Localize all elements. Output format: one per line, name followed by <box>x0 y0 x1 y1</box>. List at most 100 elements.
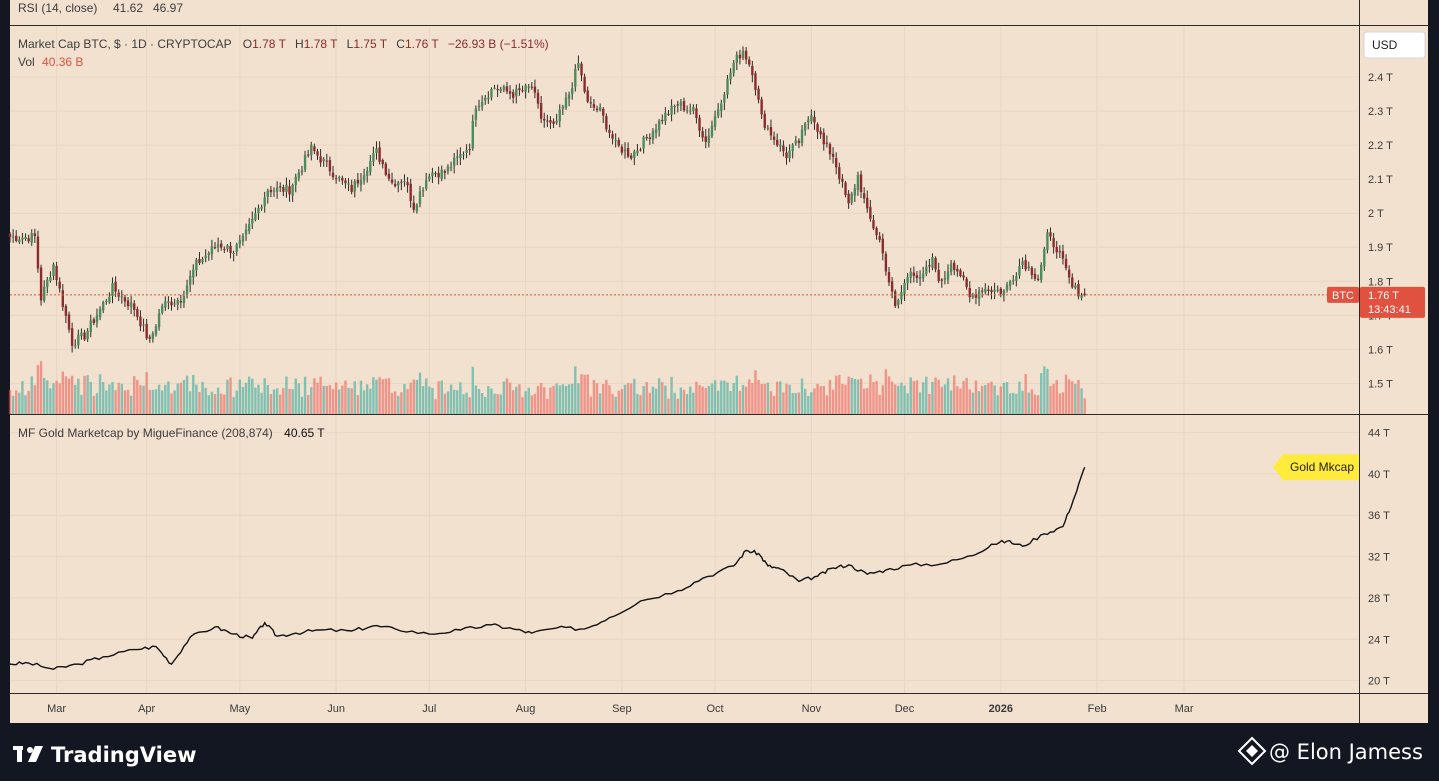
candle[interactable] <box>24 233 27 241</box>
currency-button-label[interactable]: USD <box>1372 38 1398 52</box>
candle[interactable] <box>263 191 266 213</box>
candle[interactable] <box>310 141 313 161</box>
candle[interactable] <box>813 110 816 130</box>
candle[interactable] <box>710 120 714 139</box>
candle[interactable] <box>30 229 33 246</box>
candle[interactable] <box>393 179 397 188</box>
candle[interactable] <box>452 152 456 174</box>
candle[interactable] <box>462 151 465 160</box>
gold-legend[interactable]: MF Gold Marketcap by MigueFinance (208,8… <box>18 426 325 440</box>
candle[interactable] <box>92 317 96 326</box>
candle[interactable] <box>415 203 419 214</box>
candle[interactable] <box>294 173 297 193</box>
candle[interactable] <box>210 239 214 260</box>
candle[interactable] <box>434 171 437 178</box>
candle[interactable] <box>257 204 260 220</box>
candle[interactable] <box>543 112 546 128</box>
candle[interactable] <box>825 135 829 148</box>
candle[interactable] <box>1024 254 1027 272</box>
candle[interactable] <box>881 233 884 261</box>
candle[interactable] <box>692 104 695 115</box>
candle[interactable] <box>1033 268 1037 281</box>
candle[interactable] <box>313 143 316 155</box>
candle[interactable] <box>18 236 21 244</box>
candle[interactable] <box>1055 240 1058 259</box>
candle[interactable] <box>580 61 583 82</box>
candle[interactable] <box>626 142 630 159</box>
candle[interactable] <box>235 242 238 256</box>
candle[interactable] <box>918 270 922 286</box>
candle[interactable] <box>1021 257 1024 270</box>
candle[interactable] <box>816 122 819 140</box>
candle[interactable] <box>723 91 726 111</box>
candle[interactable] <box>375 141 378 160</box>
candle[interactable] <box>937 262 940 283</box>
candle[interactable] <box>425 172 428 191</box>
candle[interactable] <box>27 234 30 244</box>
candle[interactable] <box>598 103 602 112</box>
candle[interactable] <box>878 231 881 243</box>
candle[interactable] <box>956 264 959 277</box>
candle[interactable] <box>1049 227 1052 241</box>
candle[interactable] <box>70 322 74 353</box>
candle[interactable] <box>729 68 732 85</box>
candle[interactable] <box>297 169 301 182</box>
candle[interactable] <box>915 270 919 284</box>
candle[interactable] <box>36 230 40 273</box>
candle[interactable] <box>11 229 15 243</box>
candle[interactable] <box>207 251 210 261</box>
candle[interactable] <box>490 87 493 101</box>
candle[interactable] <box>160 303 164 315</box>
candle[interactable] <box>378 141 381 165</box>
candle[interactable] <box>322 157 325 167</box>
candle[interactable] <box>698 114 701 137</box>
candle[interactable] <box>484 94 487 105</box>
candle[interactable] <box>735 51 739 71</box>
candle[interactable] <box>738 49 742 65</box>
time-axis[interactable]: Mar Apr May Jun Jul Aug Sep Oct Nov Dec 2026 Feb Mar <box>47 703 1194 715</box>
candle[interactable] <box>785 146 788 165</box>
candle[interactable] <box>754 71 757 96</box>
candle[interactable] <box>828 142 832 160</box>
candle[interactable] <box>89 314 92 338</box>
candle[interactable] <box>946 264 950 285</box>
candle[interactable] <box>515 84 518 104</box>
candle[interactable] <box>720 99 723 118</box>
candle[interactable] <box>480 95 484 111</box>
candle[interactable] <box>331 165 335 180</box>
candle[interactable] <box>592 99 596 111</box>
candle[interactable] <box>965 276 968 290</box>
candle[interactable] <box>502 84 506 93</box>
candle[interactable] <box>959 268 962 278</box>
candle[interactable] <box>201 256 204 265</box>
candle[interactable] <box>602 107 605 123</box>
candle[interactable] <box>869 199 872 222</box>
candle[interactable] <box>695 104 698 124</box>
candle[interactable] <box>1064 254 1068 271</box>
candle[interactable] <box>744 47 748 65</box>
candle[interactable] <box>397 180 400 193</box>
candle[interactable] <box>1046 229 1049 254</box>
candle[interactable] <box>468 143 471 156</box>
candle[interactable] <box>527 83 530 93</box>
candle[interactable] <box>266 188 269 204</box>
candle[interactable] <box>260 204 263 211</box>
candle[interactable] <box>667 109 670 116</box>
candle[interactable] <box>456 149 459 166</box>
candle[interactable] <box>1067 265 1071 284</box>
candle[interactable] <box>362 168 366 185</box>
candle[interactable] <box>999 287 1003 298</box>
candle[interactable] <box>1030 265 1034 280</box>
candle[interactable] <box>21 232 24 245</box>
candle[interactable] <box>108 292 111 304</box>
candle[interactable] <box>623 142 627 159</box>
candle[interactable] <box>679 99 683 112</box>
candle[interactable] <box>1027 261 1030 271</box>
candle[interactable] <box>275 181 279 199</box>
candle[interactable] <box>306 149 310 158</box>
candle[interactable] <box>226 244 229 252</box>
candle[interactable] <box>1015 272 1018 287</box>
candle[interactable] <box>400 179 403 191</box>
candle[interactable] <box>164 296 167 311</box>
